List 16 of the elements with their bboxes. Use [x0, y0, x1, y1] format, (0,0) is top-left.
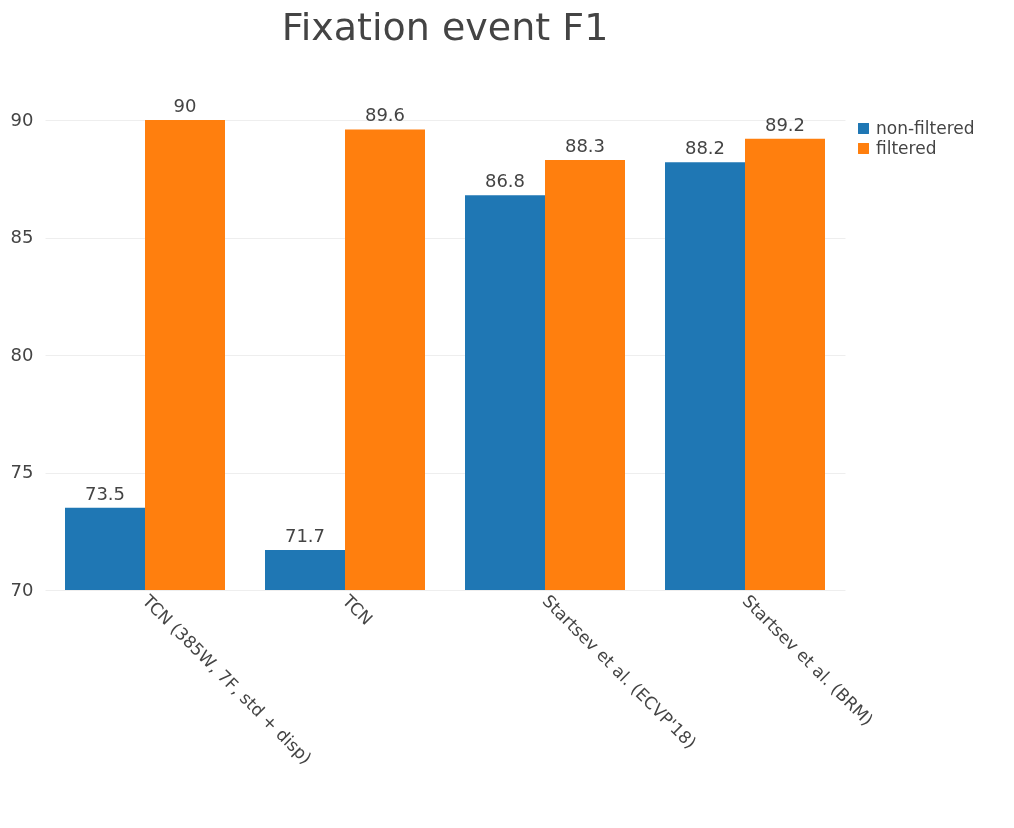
legend-label: filtered [876, 137, 937, 158]
y-tick-label: 85 [10, 226, 34, 247]
y-tick-label: 70 [10, 578, 34, 600]
y-tick-label: 75 [10, 461, 34, 482]
data-label: 73.5 [84, 482, 126, 504]
data-label: 88.3 [564, 134, 606, 156]
y-tick-label: 80 [10, 343, 34, 365]
legend-label: non-filtered [876, 117, 975, 138]
data-label: 86.8 [484, 170, 526, 192]
chart-title: Fixation event F1 [281, 5, 609, 49]
data-label: 71.7 [284, 525, 326, 547]
data-label: 88.2 [684, 137, 726, 159]
data-label: 89.6 [364, 104, 406, 126]
y-tick-label: 90 [10, 108, 34, 130]
data-label: 89.2 [764, 113, 806, 135]
data-label: 90 [173, 95, 197, 116]
